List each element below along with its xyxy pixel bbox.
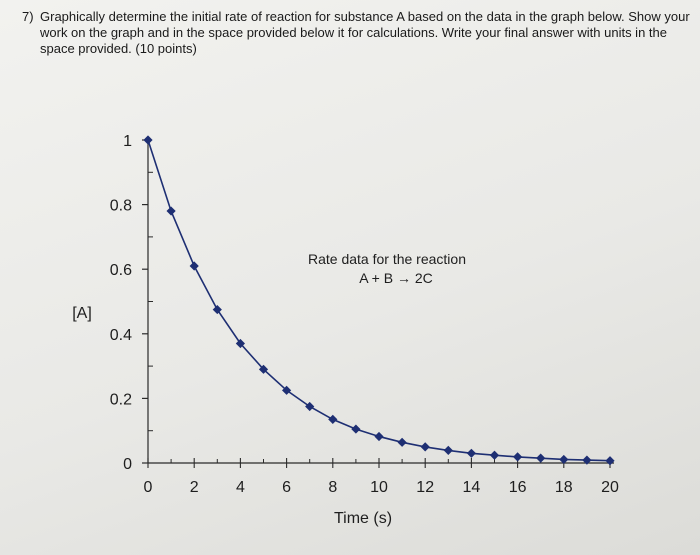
chart-marks xyxy=(143,135,615,466)
data-point xyxy=(374,431,384,442)
data-point xyxy=(536,453,546,463)
y-tick-label: 1 xyxy=(123,133,132,150)
data-point xyxy=(397,437,407,447)
x-tick-label: 8 xyxy=(328,479,337,496)
data-point xyxy=(559,454,569,465)
data-point xyxy=(420,442,430,452)
data-point xyxy=(513,452,523,462)
data-point xyxy=(605,456,615,466)
chart-subtitle: A + B → 2C xyxy=(359,270,433,286)
question-block: 7) Graphically determine the initial rat… xyxy=(22,9,692,57)
data-point xyxy=(466,448,476,458)
chart-title: Rate data for the reaction xyxy=(308,251,466,267)
x-axis-title: Time (s) xyxy=(334,510,392,527)
question-text: Graphically determine the initial rate o… xyxy=(40,9,690,56)
data-point xyxy=(351,424,361,434)
chart-axes xyxy=(142,138,614,468)
x-tick-label: 2 xyxy=(190,479,199,496)
y-tick-label: 0.2 xyxy=(110,391,132,408)
data-point xyxy=(328,414,338,424)
y-tick-label: 0.6 xyxy=(110,262,132,279)
y-tick-label: 0.4 xyxy=(110,327,132,344)
y-tick-label: 0.8 xyxy=(110,198,132,215)
chart-labels: 00.20.40.60.810 2 4 6 8 10 12 14 16 18 20[A]Time (… xyxy=(72,133,619,527)
x-tick-label: 16 xyxy=(509,479,527,496)
data-point xyxy=(489,450,500,460)
question-number: 7) xyxy=(22,9,34,24)
x-tick-label: 18 xyxy=(555,479,573,496)
data-point xyxy=(443,445,453,456)
y-axis-title: [A] xyxy=(72,305,92,322)
x-tick-label: 6 xyxy=(282,479,291,496)
data-point xyxy=(258,364,269,374)
x-tick-label: 20 xyxy=(601,479,619,496)
x-tick-label: 10 xyxy=(370,479,388,496)
y-tick-label: 0 xyxy=(123,456,132,473)
data-point xyxy=(282,385,292,395)
data-point xyxy=(582,455,592,465)
data-point xyxy=(166,206,176,216)
x-tick-label: 0 xyxy=(144,479,153,496)
data-point xyxy=(235,338,245,349)
data-point xyxy=(189,261,199,271)
x-tick-label: 14 xyxy=(463,479,481,496)
x-tick-label: 4 xyxy=(236,479,245,496)
x-tick-label: 12 xyxy=(416,479,434,496)
data-point xyxy=(305,401,315,412)
data-point xyxy=(212,304,222,315)
series-line xyxy=(147,139,611,462)
data-point xyxy=(143,135,153,145)
